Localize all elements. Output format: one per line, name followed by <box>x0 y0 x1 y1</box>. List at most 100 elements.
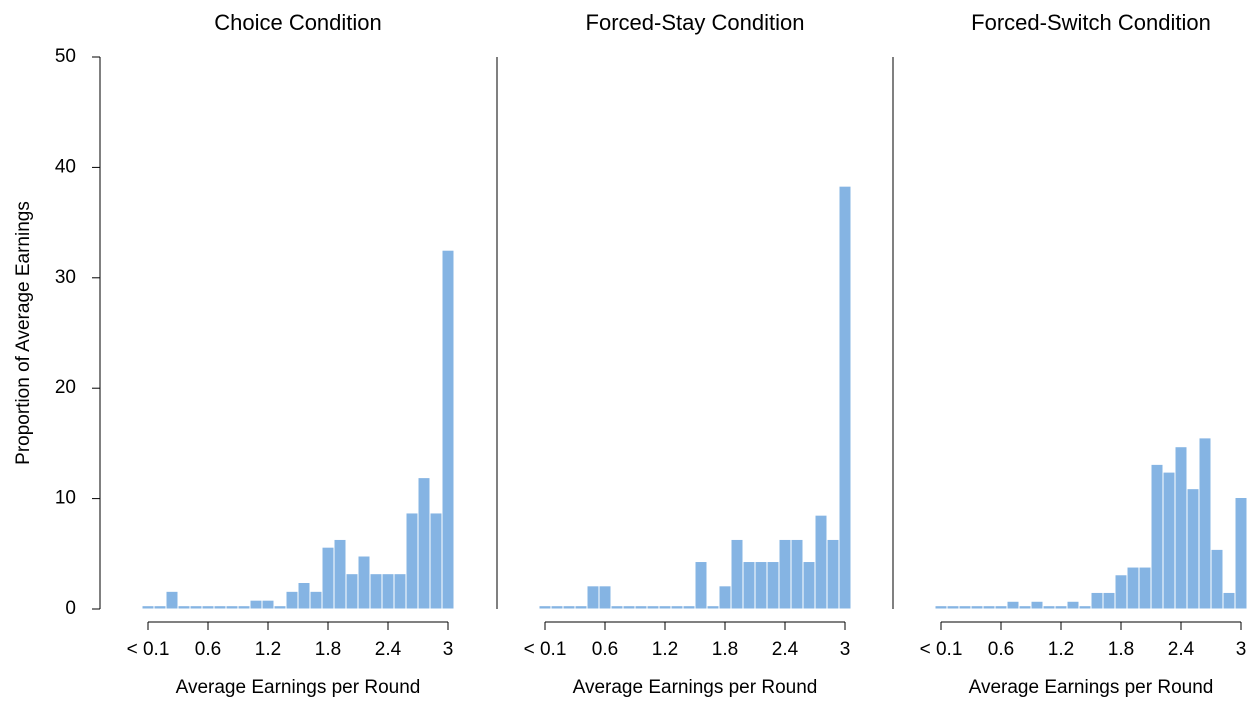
x-tick-label: 1.2 <box>1048 639 1074 660</box>
bar <box>958 605 972 610</box>
bar <box>1006 600 1020 610</box>
x-tick-label: < 0.1 <box>524 639 567 660</box>
bar <box>261 599 275 610</box>
bar <box>982 605 996 610</box>
bar <box>285 590 299 610</box>
x-tick-label: 2.4 <box>772 639 799 660</box>
bar <box>357 555 371 610</box>
bar <box>1138 566 1152 610</box>
bar <box>309 590 323 610</box>
bar <box>1066 600 1080 610</box>
bar <box>802 561 816 610</box>
bar <box>1210 548 1224 610</box>
bar <box>141 605 155 610</box>
bar <box>1078 605 1092 610</box>
bar <box>429 512 443 610</box>
x-tick-label: 1.8 <box>712 639 738 660</box>
bar <box>694 561 708 610</box>
bar <box>201 605 215 610</box>
bar <box>682 605 696 610</box>
chart-title: Choice Condition <box>214 10 382 35</box>
bar <box>718 585 732 610</box>
bar <box>574 605 588 610</box>
bar <box>1222 591 1236 610</box>
bar <box>646 605 660 610</box>
x-tick-label: 0.6 <box>988 639 1014 660</box>
bar <box>634 605 648 610</box>
bar <box>838 185 852 610</box>
x-axis-label: Average Earnings per Round <box>969 677 1214 698</box>
chart-title: Forced-Switch Condition <box>971 10 1211 35</box>
y-tick-label: 0 <box>65 598 76 619</box>
bar <box>550 605 564 610</box>
bar <box>225 605 239 610</box>
x-tick-label: 1.2 <box>255 639 281 660</box>
bar <box>1198 437 1212 610</box>
bar <box>441 249 455 610</box>
bar <box>1090 591 1104 610</box>
bar <box>610 605 624 610</box>
bar <box>742 561 756 610</box>
bar <box>321 546 335 610</box>
bar <box>586 585 600 610</box>
y-tick-label: 20 <box>55 377 76 398</box>
x-tick-label: < 0.1 <box>920 639 963 660</box>
x-tick-label: < 0.1 <box>127 639 170 660</box>
bar <box>1102 591 1116 610</box>
x-tick-label: 3 <box>1236 639 1247 660</box>
bar <box>153 605 167 610</box>
x-tick-label: 3 <box>443 639 454 660</box>
bar <box>670 605 684 610</box>
y-tick-label: 30 <box>55 267 76 288</box>
x-axis-label: Average Earnings per Round <box>176 677 421 698</box>
y-axis-label: Proportion of Average Earnings <box>13 201 34 465</box>
bar <box>754 561 768 610</box>
bar <box>297 582 311 610</box>
bar <box>562 605 576 610</box>
x-tick-label: 1.2 <box>652 639 678 660</box>
bar <box>994 605 1008 610</box>
x-tick-label: 0.6 <box>592 639 618 660</box>
bar <box>1114 574 1128 610</box>
bar <box>1018 605 1032 610</box>
bar <box>1150 463 1164 610</box>
bar <box>249 599 263 610</box>
x-axis-label: Average Earnings per Round <box>573 677 818 698</box>
bar <box>622 605 636 610</box>
y-tick-label: 10 <box>55 488 76 509</box>
bar <box>381 573 395 610</box>
x-tick-label: 2.4 <box>375 639 402 660</box>
bar <box>1126 566 1140 610</box>
bar <box>826 538 840 610</box>
bar <box>934 605 948 610</box>
bar <box>405 512 419 610</box>
x-tick-label: 0.6 <box>195 639 221 660</box>
bar <box>1186 488 1200 610</box>
bar <box>1234 496 1248 610</box>
bar <box>1174 446 1188 610</box>
bar <box>730 538 744 610</box>
bar <box>1054 605 1068 610</box>
bar <box>333 538 347 610</box>
bar <box>213 605 227 610</box>
bar <box>1030 600 1044 610</box>
chart-title: Forced-Stay Condition <box>586 10 805 35</box>
bar <box>658 605 672 610</box>
bar <box>1162 471 1176 610</box>
bar <box>369 573 383 610</box>
x-tick-label: 2.4 <box>1168 639 1195 660</box>
bar <box>970 605 984 610</box>
bar <box>766 561 780 610</box>
bar <box>165 590 179 610</box>
bar <box>778 538 792 610</box>
bar <box>706 605 720 610</box>
y-tick-label: 50 <box>55 46 76 67</box>
bar <box>189 605 203 610</box>
bar <box>177 605 191 610</box>
bar <box>345 573 359 610</box>
bar <box>598 585 612 610</box>
bar <box>946 605 960 610</box>
bar <box>417 477 431 610</box>
bar <box>1042 605 1056 610</box>
